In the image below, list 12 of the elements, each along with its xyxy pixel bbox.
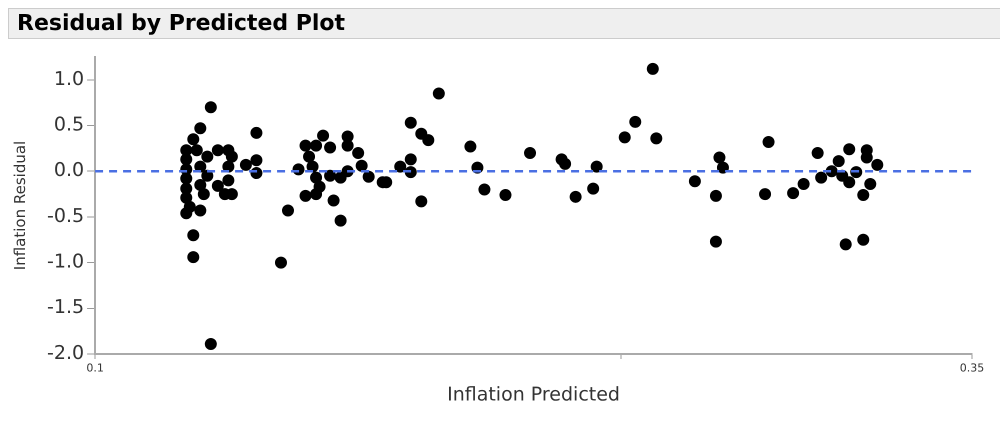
y-tick-label: 0.5 <box>54 113 84 136</box>
y-tick-label: -1.5 <box>46 296 84 318</box>
x-tick-label: 0.35 <box>960 361 984 374</box>
y-tick-label: 0.0 <box>54 159 84 182</box>
y-tick-label: -1.0 <box>46 250 84 273</box>
x-tick-label: 0.1 <box>86 361 104 374</box>
y-tick-label: 1.0 <box>54 68 84 90</box>
chart-title: Residual by Predicted Plot <box>8 8 1000 39</box>
y-axis-title: Inflation Residual <box>10 140 29 270</box>
y-tick-label: -2.0 <box>46 342 84 364</box>
x-axis-title: Inflation Predicted <box>447 384 620 406</box>
y-tick-label: -0.5 <box>46 204 84 227</box>
